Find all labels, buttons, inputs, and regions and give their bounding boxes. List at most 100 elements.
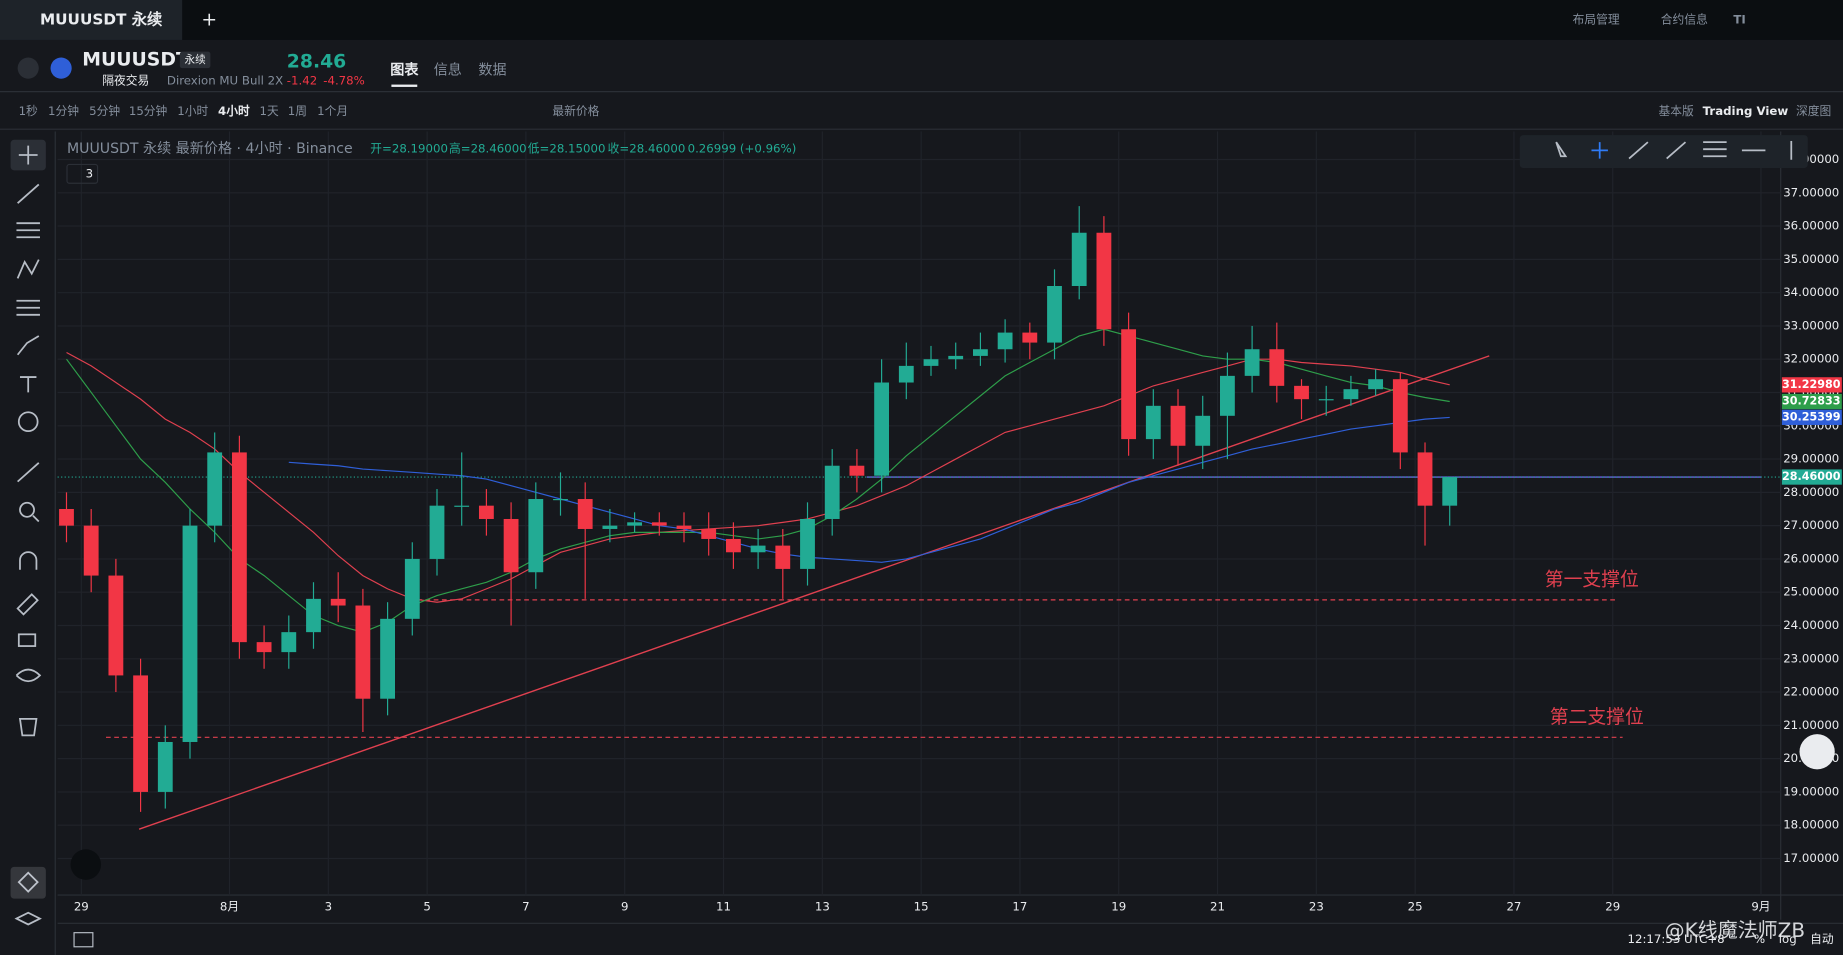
tab-info[interactable]: 信息 (434, 61, 462, 78)
indicator-toggle[interactable] (66, 163, 99, 184)
interval-button[interactable]: 5分钟 (89, 104, 120, 118)
x-tick-label: 25 (1408, 899, 1423, 913)
candle-body (1195, 415, 1211, 446)
candle-body (898, 365, 914, 383)
favorite[interactable] (17, 57, 39, 79)
legend-change: 0.26999 (+0.96%) (688, 142, 797, 156)
y-tick-label: 35.00000 (1783, 252, 1839, 266)
x-tick-label: 11 (716, 899, 731, 913)
candle-body (651, 522, 667, 526)
candle-body (725, 538, 741, 553)
y-tick-label: 33.00000 (1783, 318, 1839, 332)
price-tag (1781, 377, 1842, 393)
candle-body (59, 509, 74, 526)
y-tick-label: 37.00000 (1783, 185, 1839, 199)
y-tick-label: 24.00000 (1783, 618, 1839, 632)
price-tag (1781, 469, 1842, 485)
tab[interactable] (0, 0, 183, 40)
price-tag-label: 28.46000 (1782, 470, 1841, 483)
percent-toggle[interactable]: % (1754, 932, 1765, 946)
candle-body (1368, 379, 1384, 390)
layout-button[interactable]: 布局管理 (1573, 12, 1620, 26)
price-tag (1781, 409, 1842, 425)
tab-title[interactable]: MUUUSDT 永续 (40, 10, 163, 28)
y-tick-label: 23.00000 (1783, 651, 1839, 665)
symbol-name[interactable]: MUUUSDT (82, 49, 189, 70)
auto-toggle[interactable]: 自动 (1810, 932, 1834, 946)
interval-button[interactable]: 1小时 (177, 104, 208, 118)
floating-tools[interactable] (1555, 140, 1793, 160)
interval-button[interactable]: 4小时 (218, 104, 250, 118)
candle-body (478, 505, 494, 519)
favorite-tool[interactable] (10, 866, 46, 899)
candle-body (355, 605, 371, 699)
candle-body (503, 518, 519, 573)
candle-body (404, 558, 420, 619)
log-toggle[interactable]: log (1779, 932, 1797, 946)
clock: 12:17:53 UTC+8 (1628, 932, 1725, 946)
tab-underline (391, 84, 418, 87)
x-tick-label: 29 (1605, 899, 1620, 913)
candle-body (231, 452, 247, 643)
tab-data[interactable]: 数据 (478, 62, 506, 78)
drawing-tools[interactable] (14, 145, 42, 926)
y-tick-label: 27.00000 (1783, 518, 1839, 532)
candle-body (849, 465, 865, 476)
candle-body (1145, 405, 1161, 440)
candle-body (1244, 349, 1260, 376)
y-tick-label: 26.00000 (1783, 551, 1839, 565)
candle-body (380, 618, 396, 699)
interval-button[interactable]: 15分钟 (129, 104, 167, 118)
y-tick-label: 32.00000 (1783, 352, 1839, 366)
interval-button[interactable]: 1周 (288, 104, 307, 118)
candle-body (1022, 332, 1038, 343)
change-pct: -4.78% (323, 74, 365, 88)
candle-body (948, 355, 964, 360)
tab-chart[interactable]: 图表 (390, 61, 419, 78)
x-tick-label: 23 (1309, 899, 1324, 913)
indicator-count[interactable]: 3 (86, 166, 93, 180)
symbol-icon (50, 57, 72, 79)
trendline (138, 355, 1490, 830)
ti-button[interactable]: TI (1733, 12, 1745, 26)
view-depth[interactable]: 深度图 (1796, 104, 1831, 118)
candle-body (1417, 452, 1433, 506)
session: 隔夜交易 (102, 74, 149, 88)
interval-button[interactable]: 1个月 (317, 104, 348, 118)
contract-info[interactable]: 合约信息 (1661, 12, 1708, 26)
candle-body (750, 545, 766, 553)
x-tick-label: 3 (325, 899, 332, 913)
candle-body (1170, 405, 1186, 446)
price-tag-label: 31.22980 (1782, 378, 1841, 391)
candle-body (1318, 399, 1334, 401)
candle-body (429, 505, 445, 559)
view-basic[interactable]: 基本版 (1658, 104, 1694, 118)
plot-area (57, 131, 1781, 896)
x-tick-label: 27 (1506, 899, 1521, 913)
candle-body (1269, 349, 1285, 386)
candle-body (1121, 329, 1137, 440)
description: Direxion MU Bull 2X (167, 74, 283, 88)
candle-body (874, 382, 890, 476)
avatar[interactable] (1799, 734, 1835, 770)
view-tradingview[interactable]: Trading View (1703, 104, 1789, 118)
new-tab[interactable]: + (201, 9, 217, 30)
candle-body (281, 632, 297, 653)
price-type[interactable]: 最新价格 (552, 104, 599, 118)
candle-body (676, 525, 692, 529)
tv-logo[interactable] (70, 849, 102, 880)
candle-body (1392, 379, 1408, 453)
interval-button[interactable]: 1秒 (19, 104, 38, 118)
legend-close: 收=28.46000 (608, 142, 686, 156)
y-tick-label: 25.00000 (1783, 585, 1839, 599)
badge (179, 51, 211, 69)
last-price: 28.46 (287, 52, 346, 73)
interval-button[interactable]: 1天 (260, 104, 279, 118)
x-tick-label: 7 (522, 899, 529, 913)
candle-body (824, 465, 840, 519)
price-tag (1781, 393, 1842, 410)
tab-bar (0, 0, 1843, 40)
interval-button[interactable]: 1分钟 (48, 104, 79, 118)
date-range[interactable] (73, 932, 94, 948)
x-tick-label: 19 (1111, 899, 1126, 913)
